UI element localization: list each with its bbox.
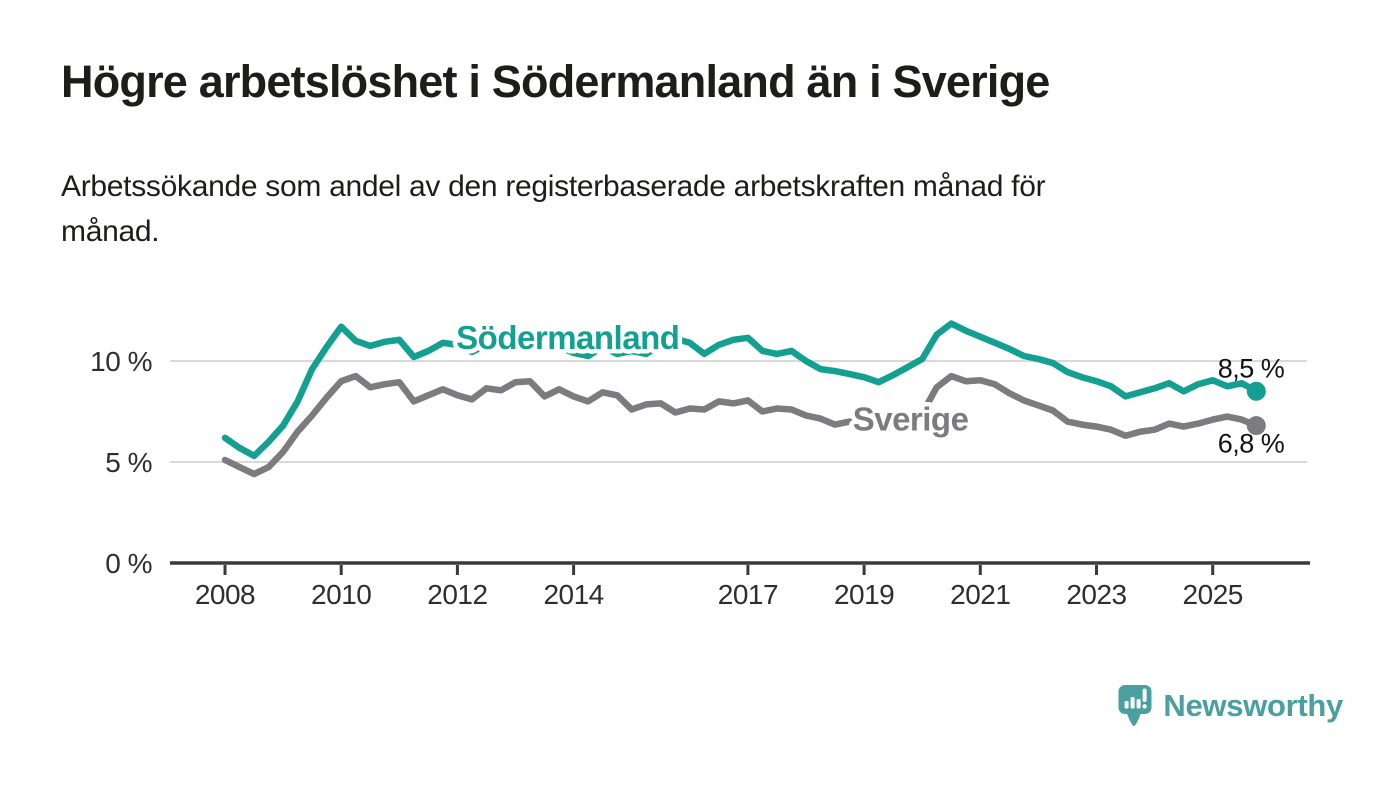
x-tick-label: 2023 [1066, 579, 1126, 610]
series-label-södermanland: Södermanland [456, 319, 679, 356]
x-tick-label: 2010 [311, 579, 371, 610]
series-line-sverige [221, 372, 1260, 478]
page-title: Högre arbetslöshet i Södermanland än i S… [61, 56, 1050, 107]
y-tick-label: 10 % [90, 346, 152, 377]
series-line-södermanland [221, 320, 1260, 460]
subtitle-line-2: månad. [61, 215, 160, 248]
x-tick-label: 2025 [1183, 579, 1243, 610]
end-dot-sverige [1246, 416, 1266, 436]
newsworthy-logo: Newsworthy [1118, 684, 1343, 728]
page-subtitle: Arbetssökande som andel av den registerb… [61, 164, 1046, 254]
end-value-label-södermanland: 8,5 % [1218, 353, 1285, 383]
end-dot-södermanland [1246, 381, 1266, 401]
series-label-sverige: Sverige [853, 401, 969, 438]
y-tick-label: 0 % [105, 548, 152, 579]
newsworthy-brand-text: Newsworthy [1163, 688, 1343, 723]
newsworthy-speech-bubble-bar-chart-icon [1118, 685, 1152, 727]
x-tick-label: 2014 [543, 579, 603, 610]
x-tick-label: 2019 [834, 579, 894, 610]
x-tick-label: 2021 [950, 579, 1010, 610]
subtitle-line-1: Arbetssökande som andel av den registerb… [61, 170, 1046, 203]
y-tick-label: 5 % [105, 447, 152, 478]
x-tick-label: 2012 [427, 579, 487, 610]
end-value-label-sverige: 6,8 % [1218, 429, 1285, 459]
x-tick-label: 2017 [718, 579, 778, 610]
x-tick-label: 2008 [195, 579, 255, 610]
